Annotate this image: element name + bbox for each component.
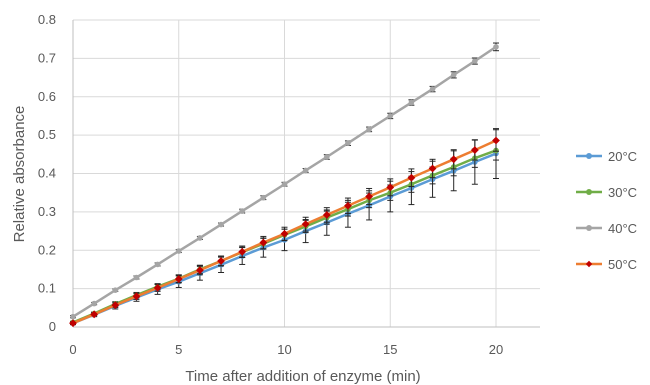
data-point xyxy=(174,275,183,283)
data-point xyxy=(492,136,500,145)
legend-swatch-marker xyxy=(585,260,593,268)
data-point xyxy=(217,257,225,265)
data-point xyxy=(280,229,289,238)
data-point xyxy=(301,220,310,229)
legend-swatch-marker xyxy=(586,225,592,231)
legend-label: 30°C xyxy=(608,185,637,200)
y-tick-label: 0.2 xyxy=(38,242,56,257)
data-point xyxy=(408,99,415,106)
y-tick-label: 0.1 xyxy=(38,281,56,296)
legend-item: 30°C xyxy=(576,185,637,200)
data-point xyxy=(324,154,330,160)
data-point xyxy=(239,208,245,214)
data-point xyxy=(365,192,374,201)
data-point xyxy=(281,181,288,188)
legend-label: 40°C xyxy=(608,221,637,236)
data-point xyxy=(69,319,77,328)
data-point xyxy=(238,247,247,256)
legend-label: 50°C xyxy=(608,257,637,272)
data-point xyxy=(260,194,267,201)
data-point xyxy=(344,201,352,210)
data-point xyxy=(218,221,224,228)
x-tick-labels: 0 5 10 15 20 xyxy=(69,342,503,357)
data-point xyxy=(154,261,161,268)
data-point xyxy=(132,292,141,301)
data-point xyxy=(153,283,162,292)
legend-swatch-marker xyxy=(586,153,592,159)
data-point xyxy=(493,44,499,50)
y-tick-label: 0.7 xyxy=(38,50,56,65)
data-point xyxy=(195,266,204,275)
data-point xyxy=(322,211,331,219)
y-tick-label: 0.3 xyxy=(38,204,56,219)
data-point xyxy=(429,86,436,92)
x-tick-label: 15 xyxy=(383,342,397,357)
x-axis-title: Time after addition of enzyme (min) xyxy=(185,368,420,385)
series-group xyxy=(69,42,500,328)
legend-label: 20°C xyxy=(608,149,637,164)
data-point xyxy=(70,313,76,320)
x-tick-label: 5 xyxy=(175,342,182,357)
data-point xyxy=(407,173,416,182)
y-tick-label: 0.4 xyxy=(38,166,56,181)
x-tick-label: 20 xyxy=(489,342,503,357)
legend: 20°C 30°C 40°C 50°C xyxy=(576,149,637,272)
data-point xyxy=(133,274,140,281)
y-tick-label: 0.5 xyxy=(38,127,56,142)
data-point xyxy=(470,146,479,154)
data-point xyxy=(111,301,120,310)
x-tick-label: 0 xyxy=(69,342,76,357)
legend-item: 50°C xyxy=(576,257,637,272)
data-point xyxy=(302,167,309,174)
data-point xyxy=(175,248,182,254)
series-40°C xyxy=(70,42,499,320)
legend-item: 40°C xyxy=(576,221,637,236)
data-point xyxy=(386,183,395,192)
data-point xyxy=(366,126,372,133)
data-point xyxy=(449,155,458,164)
data-point xyxy=(90,310,99,319)
axes xyxy=(72,20,540,328)
data-point xyxy=(345,140,351,146)
y-tick-labels: 0 0.1 0.2 0.3 0.4 0.5 0.6 0.7 0.8 xyxy=(38,12,56,334)
data-point xyxy=(472,58,478,64)
data-point xyxy=(197,235,203,241)
legend-swatch-marker xyxy=(586,189,592,195)
gridlines xyxy=(73,19,540,327)
y-axis-title: Relative absorbance xyxy=(11,106,28,243)
data-point xyxy=(259,238,268,247)
y-tick-label: 0.6 xyxy=(38,89,56,104)
series-50°C xyxy=(69,129,500,328)
data-point xyxy=(428,164,437,173)
y-tick-label: 0 xyxy=(49,319,56,334)
data-point xyxy=(91,300,97,307)
y-tick-label: 0.8 xyxy=(38,12,56,27)
legend-item: 20°C xyxy=(576,149,637,164)
data-point xyxy=(450,72,457,78)
data-point xyxy=(112,287,119,293)
data-point xyxy=(387,113,394,119)
x-tick-label: 10 xyxy=(277,342,291,357)
